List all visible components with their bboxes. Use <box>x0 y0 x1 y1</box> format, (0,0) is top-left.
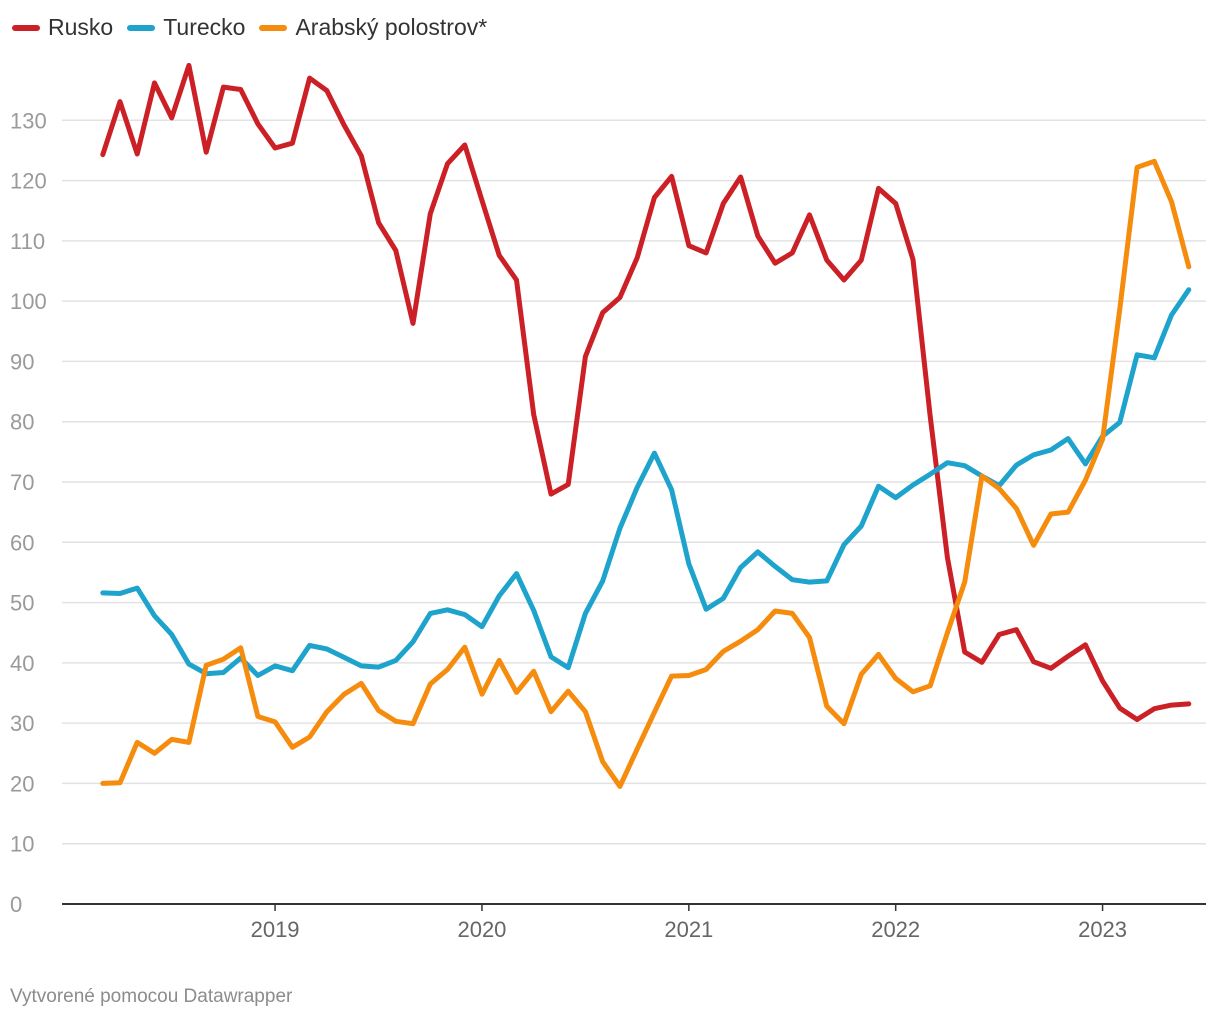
y-tick-label-10: 10 <box>10 832 34 857</box>
y-tick-label-110: 110 <box>10 229 45 254</box>
legend-swatch-rusko <box>12 24 40 31</box>
x-tick-label-2021: 2021 <box>664 917 713 942</box>
legend: Rusko Turecko Arabský polostrov* <box>12 14 501 41</box>
series-line-arabsky-polostrov <box>100 158 1192 789</box>
credit-text: Vytvorené pomocou Datawrapper <box>10 986 293 1007</box>
legend-item-rusko: Rusko <box>12 14 113 41</box>
y-tick-label-100: 100 <box>10 289 47 314</box>
y-tick-label-0: 0 <box>10 892 22 917</box>
legend-label-rusko: Rusko <box>48 14 114 40</box>
line-chart: 0 10 20 30 40 50 60 70 80 90 100 110 120 130 2019 2020… <box>10 62 1206 942</box>
legend-swatch-turecko <box>127 24 156 31</box>
y-tick-label-30: 30 <box>10 711 34 736</box>
y-tick-label-80: 80 <box>10 410 34 435</box>
legend-label-arabsky-polostrov: Arabský polostrov* <box>295 14 488 40</box>
x-tick-label-2019: 2019 <box>251 917 300 942</box>
gridlines <box>62 119 1206 845</box>
series-line-turecko <box>100 287 1192 678</box>
y-tick-label-60: 60 <box>10 530 34 555</box>
legend-item-arabsky-polostrov: Arabský polostrov* <box>259 14 487 41</box>
series-lines <box>100 62 1192 789</box>
x-tick-label-2022: 2022 <box>871 917 920 942</box>
y-tick-label-130: 130 <box>10 108 47 133</box>
series-line-rusko <box>100 62 1192 722</box>
legend-item-turecko: Turecko <box>127 14 245 41</box>
legend-swatch-arabsky-polostrov <box>259 24 288 31</box>
legend-label-turecko: Turecko <box>163 14 246 40</box>
y-tick-label-40: 40 <box>10 651 34 676</box>
x-tick-label-2023: 2023 <box>1078 917 1127 942</box>
y-tick-label-50: 50 <box>10 591 34 616</box>
y-tick-label-70: 70 <box>10 470 34 495</box>
x-tick-label-2020: 2020 <box>457 917 506 942</box>
y-tick-label-20: 20 <box>10 771 34 796</box>
y-tick-label-120: 120 <box>10 169 47 194</box>
x-axis: 2019 2020 2021 2022 2023 <box>62 903 1206 942</box>
y-axis: 0 10 20 30 40 50 60 70 80 90 100 110 120 130 <box>10 108 47 917</box>
y-tick-label-90: 90 <box>10 349 34 374</box>
